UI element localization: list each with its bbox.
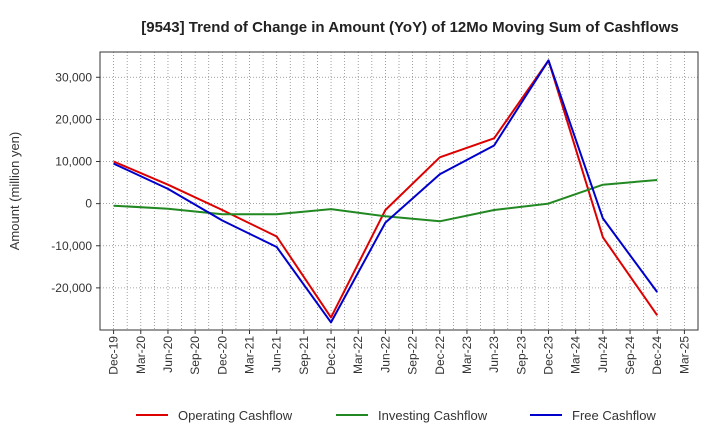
- x-tick-label: Dec-22: [433, 336, 447, 375]
- x-tick-label: Mar-25: [677, 336, 691, 374]
- x-tick-label: Jun-24: [596, 336, 610, 373]
- x-tick-label: Jun-20: [161, 336, 175, 373]
- x-tick-label: Mar-23: [460, 336, 474, 374]
- x-tick-label: Sep-21: [297, 336, 311, 375]
- investing-cashflow-line: [113, 179, 658, 223]
- plot-frame: [99, 51, 699, 331]
- x-tick-label: Mar-21: [243, 336, 257, 374]
- legend: Operating Cashflow Investing Cashflow Free…: [136, 408, 656, 423]
- y-tick-label: 30,000: [55, 70, 92, 84]
- x-tick-label: Sep-23: [514, 336, 528, 375]
- x-tick-label: Jun-23: [487, 336, 501, 373]
- y-axis-label: Amount (million yen): [7, 132, 22, 251]
- chart-title: [9543] Trend of Change in Amount (YoY) o…: [141, 19, 679, 36]
- operating-cashflow-line: [113, 59, 659, 319]
- y-axis: -20,000 -10,000 0 10,000 20,000 30,000: [51, 70, 100, 295]
- x-tick-label: Dec-19: [107, 336, 121, 375]
- series-lines: [113, 59, 659, 324]
- grid-lines: [100, 52, 698, 330]
- legend-label: Investing Cashflow: [378, 408, 488, 423]
- x-tick-label: Dec-20: [215, 336, 229, 375]
- y-tick-label: -10,000: [51, 239, 92, 253]
- x-tick-label: Sep-22: [406, 336, 420, 375]
- legend-label: Operating Cashflow: [178, 408, 293, 423]
- y-tick-label: -20,000: [51, 281, 92, 295]
- free-cashflow-line: [113, 59, 659, 324]
- x-tick-label: Dec-24: [650, 336, 664, 375]
- x-tick-label: Dec-21: [324, 336, 338, 375]
- x-tick-label: Jun-21: [270, 336, 284, 373]
- x-tick-label: Mar-20: [134, 336, 148, 374]
- x-tick-label: Sep-24: [623, 336, 637, 375]
- x-tick-label: Jun-22: [378, 336, 392, 373]
- x-tick-label: Dec-23: [542, 336, 556, 375]
- y-tick-label: 0: [85, 197, 92, 211]
- x-tick-label: Mar-22: [351, 336, 365, 374]
- x-tick-label: Mar-24: [569, 336, 583, 374]
- y-tick-label: 10,000: [55, 155, 92, 169]
- x-tick-label: Sep-20: [188, 336, 202, 375]
- legend-label: Free Cashflow: [572, 408, 656, 423]
- x-axis: Dec-19 Mar-20 Jun-20 Sep-20 Dec-20 Mar-21 Jun-…: [107, 330, 691, 375]
- y-tick-label: 20,000: [55, 112, 92, 126]
